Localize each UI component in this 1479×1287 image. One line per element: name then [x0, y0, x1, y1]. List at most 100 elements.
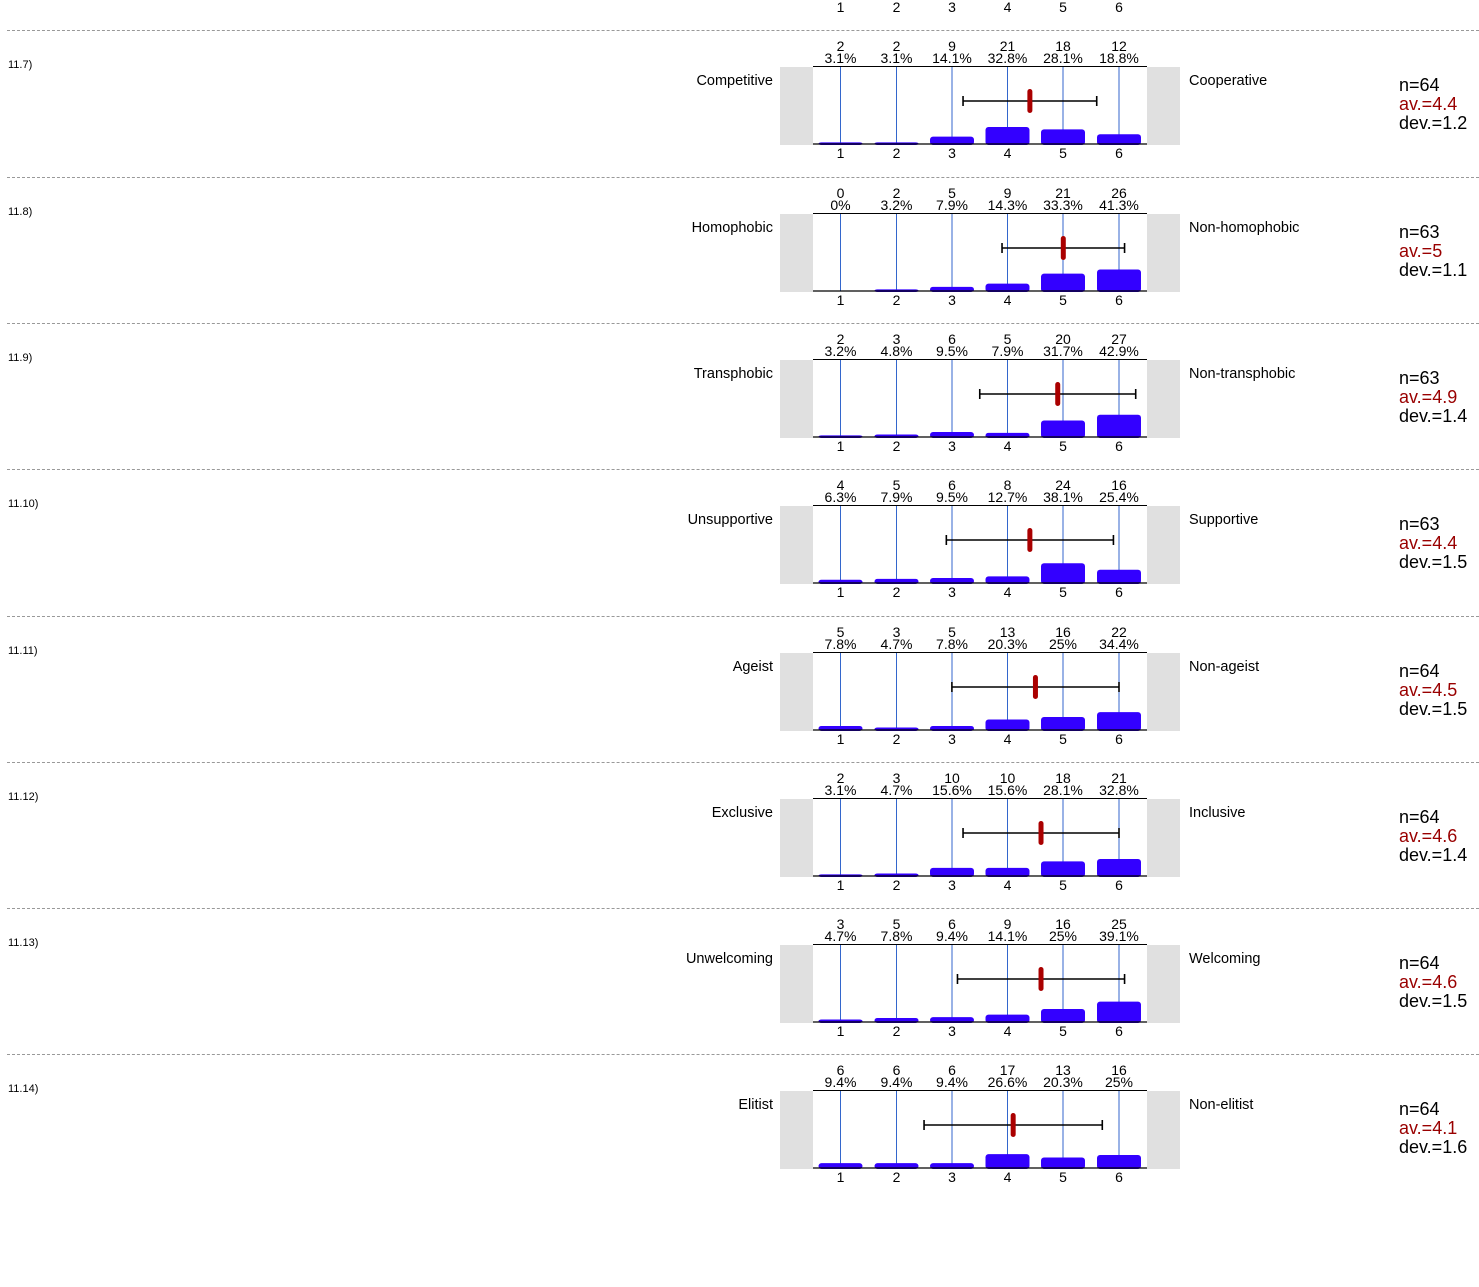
percent-label: 32.8% [987, 50, 1028, 67]
count-label: 2 [836, 38, 845, 55]
count-label: 13 [1055, 1062, 1071, 1079]
percent-label: 15.6% [932, 781, 972, 798]
percent-label: 9.5% [936, 489, 968, 506]
count-label: 6 [948, 330, 956, 347]
count-label: 9 [948, 38, 956, 55]
percent-label: 4.8% [880, 342, 913, 359]
bar [985, 867, 1030, 877]
question-id: 11.11) [8, 644, 38, 657]
bar [985, 576, 1030, 585]
deviation-value: dev.=1.1 [1399, 259, 1468, 280]
count-label: 2 [892, 184, 901, 201]
mean-marker [1038, 820, 1044, 845]
question-id: 11.7) [8, 59, 33, 72]
percent-label: 0% [830, 196, 851, 213]
mean-marker [1010, 1113, 1016, 1138]
tick-label: 3 [948, 145, 956, 162]
right-label: Non-elitist [1189, 1097, 1254, 1114]
tick-label: 6 [1115, 291, 1123, 308]
plot-top-line [813, 797, 1147, 799]
bar [1097, 711, 1141, 731]
percent-label: 32.8% [1099, 781, 1139, 798]
count-label: 2 [836, 330, 845, 347]
n-value: n=64 [1399, 75, 1440, 96]
mean-marker [1038, 967, 1044, 992]
bar [1097, 134, 1141, 146]
percent-label: 6.3% [824, 489, 857, 506]
count-label: 8 [1003, 477, 1012, 494]
tick-label: 1 [836, 1023, 845, 1040]
count-label: 16 [1055, 916, 1071, 933]
plot-top-line [813, 66, 1147, 68]
question-block: 11.14) 6 6 6 17 13 16 9.4% 9.4% 9.4% 26.6% 20.3% 25%… [0, 1054, 1479, 1200]
percent-label: 14.1% [987, 928, 1028, 945]
left-sidebar [780, 798, 813, 877]
tick-label: 3 [948, 584, 956, 601]
tick-label: 1 [836, 730, 845, 747]
percent-label: 15.6% [987, 781, 1028, 798]
right-sidebar [1147, 213, 1180, 292]
question-block: 11.12) 2 3 10 10 18 21 3.1% 4.7% 15.6% 15.6% 28.1% 3… [0, 761, 1479, 908]
plot-top-line [813, 358, 1147, 360]
tick-label: 1 [836, 0, 845, 15]
tick-label: 5 [1059, 437, 1067, 454]
mean-marker [1027, 89, 1033, 114]
count-label: 2 [892, 38, 901, 55]
n-value: n=64 [1399, 1099, 1440, 1120]
block-separator [7, 761, 1479, 763]
bar [1097, 269, 1141, 292]
count-label: 10 [999, 769, 1016, 786]
bar [1041, 1157, 1085, 1170]
plot-top-line [813, 1090, 1147, 1092]
percent-label: 39.1% [1099, 928, 1139, 945]
percent-label: 7.9% [991, 342, 1024, 359]
tick-label: 4 [1003, 1023, 1012, 1040]
count-label: 26 [1111, 184, 1127, 201]
tick-label: 6 [1115, 584, 1123, 601]
count-label: 24 [1055, 477, 1071, 494]
right-label: Supportive [1189, 512, 1259, 529]
right-label: Inclusive [1189, 804, 1246, 821]
percent-label: 4.7% [880, 635, 913, 652]
count-label: 6 [836, 1062, 845, 1079]
count-label: 18 [1055, 769, 1071, 786]
count-label: 2 [836, 769, 845, 786]
right-sidebar [1147, 67, 1180, 146]
right-sidebar [1147, 1091, 1180, 1170]
mean-marker [1060, 235, 1066, 260]
tick-label: 6 [1115, 145, 1123, 162]
tick-label: 6 [1115, 876, 1123, 893]
percent-label: 41.3% [1099, 196, 1139, 213]
count-label: 18 [1055, 38, 1071, 55]
tick-label: 4 [1003, 145, 1012, 162]
tick-label: 1 [836, 1169, 845, 1186]
percent-label: 28.1% [1043, 781, 1083, 798]
tick-label: 6 [1115, 437, 1123, 454]
tick-label: 5 [1059, 145, 1067, 162]
stats-panel: n=64 av.=4.6 dev.=1.5 [1399, 954, 1467, 1011]
stats-panel: n=64 av.=4.4 dev.=1.2 [1399, 76, 1467, 133]
count-label: 12 [1111, 38, 1127, 55]
tick-label: 3 [948, 1169, 956, 1186]
count-label: 21 [999, 38, 1016, 55]
stats-panel: n=63 av.=4.4 dev.=1.5 [1399, 515, 1467, 572]
n-value: n=63 [1399, 367, 1440, 388]
tick-label: 2 [892, 876, 901, 893]
left-sidebar [780, 945, 813, 1024]
average-value: av.=4.5 [1399, 679, 1458, 700]
question-id: 11.10) [8, 498, 39, 511]
plot-area [813, 67, 1147, 146]
bar [1041, 1009, 1085, 1024]
count-label: 13 [999, 623, 1016, 640]
right-label: Cooperative [1189, 73, 1268, 90]
tick-label: 4 [1003, 291, 1012, 308]
count-label: 9 [1003, 916, 1012, 933]
average-value: av.=4.6 [1399, 825, 1458, 846]
deviation-value: dev.=1.6 [1399, 1137, 1468, 1158]
block-separator [7, 176, 1479, 178]
percent-label: 38.1% [1043, 489, 1083, 506]
question-block: 11.8) 0 2 5 9 21 26 0% 3.2% 7.9% 14.3% 33.3% 41.3% Ho… [0, 176, 1479, 323]
block-separator [7, 615, 1479, 617]
deviation-value: dev.=1.5 [1399, 991, 1468, 1012]
